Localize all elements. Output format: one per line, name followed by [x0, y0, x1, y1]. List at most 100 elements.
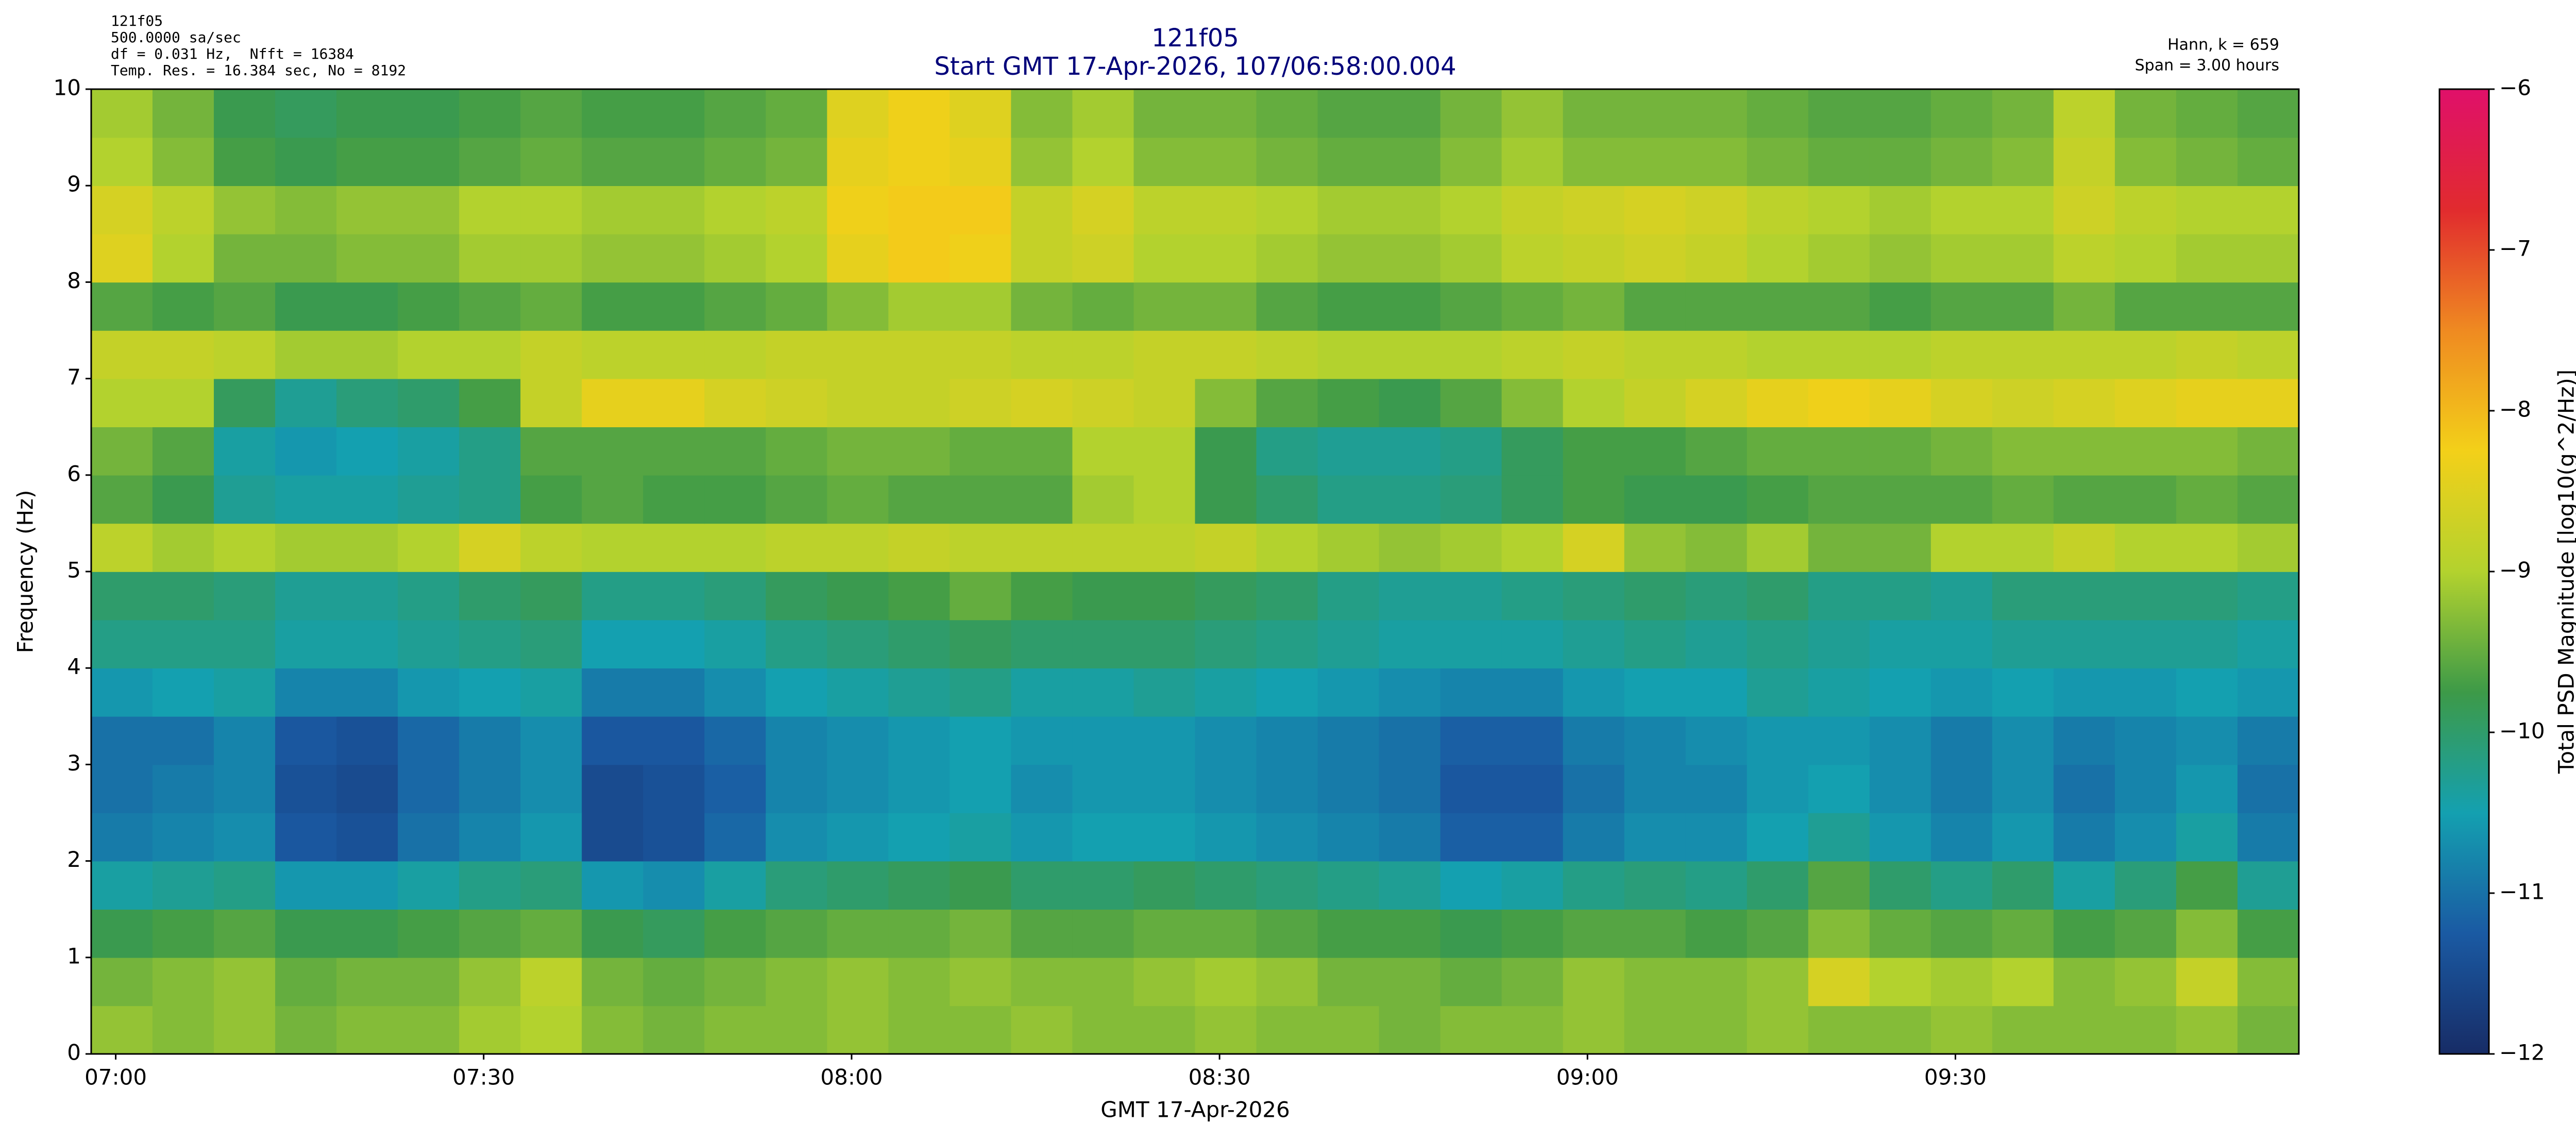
heatmap-cell [398, 378, 460, 427]
heatmap-cell [1563, 475, 1625, 524]
heatmap-cell [2114, 668, 2177, 717]
heatmap-cell [1869, 330, 1931, 379]
heatmap-cell [1440, 137, 1502, 186]
heatmap-cell [520, 89, 583, 138]
heatmap-cell [1133, 186, 1196, 234]
heatmap-cell [888, 668, 951, 717]
chart-title: 121f05 [1151, 24, 1239, 53]
heatmap-cell [91, 523, 153, 572]
heatmap-cell [1011, 330, 1073, 379]
heatmap-cell [214, 186, 276, 234]
heatmap-cell [1624, 716, 1686, 765]
heatmap-cell [1440, 1005, 1502, 1054]
heatmap-cell [275, 378, 337, 427]
heatmap-cell [2237, 572, 2299, 621]
heatmap-cell [766, 716, 828, 765]
heatmap-cell [1195, 137, 1257, 186]
heatmap-cell [1440, 427, 1502, 476]
heatmap-cell [888, 475, 951, 524]
heatmap-cell [1440, 523, 1502, 572]
heatmap-cell [1256, 282, 1318, 331]
heatmap-cell [1747, 957, 1809, 1007]
heatmap-cell [1563, 764, 1625, 813]
heatmap-cell [152, 378, 214, 427]
heatmap-cell [152, 89, 214, 138]
heatmap-cell [1808, 378, 1870, 427]
heatmap-cell [1195, 957, 1257, 1007]
heatmap-cell [91, 427, 153, 476]
heatmap-cell [152, 330, 214, 379]
heatmap-cell [827, 909, 889, 958]
heatmap-cell [1869, 523, 1931, 572]
info-text: Hann, k = 659 [2167, 36, 2279, 54]
heatmap-cell [91, 330, 153, 379]
heatmap-cell [1317, 523, 1380, 572]
heatmap-cell [827, 137, 889, 186]
heatmap-cell [950, 1005, 1012, 1054]
heatmap-cell [888, 137, 951, 186]
heatmap-cell [1808, 619, 1870, 668]
heatmap-cell [1685, 233, 1748, 283]
heatmap-cell [827, 523, 889, 572]
heatmap-cell [1256, 137, 1318, 186]
heatmap-cell [827, 716, 889, 765]
heatmap-cell [888, 330, 951, 379]
heatmap-cell [152, 764, 214, 813]
heatmap-cell [1133, 957, 1196, 1007]
heatmap-cell [827, 378, 889, 427]
y-tick-label: 2 [67, 847, 81, 872]
heatmap-cell [2114, 523, 2177, 572]
heatmap-cell [643, 282, 705, 331]
heatmap-cell [1379, 427, 1441, 476]
heatmap-cell [398, 330, 460, 379]
heatmap-cell [704, 186, 767, 234]
heatmap-cell [459, 233, 521, 283]
colorbar-label: Total PSD Magnitude [log10(g^2/Hz)] [2554, 370, 2576, 774]
heatmap-cell [1072, 813, 1134, 862]
heatmap-cell [1808, 813, 1870, 862]
heatmap-cell [1808, 572, 1870, 621]
heatmap-cell [214, 861, 276, 910]
heatmap-cell [643, 233, 705, 283]
heatmap-cell [766, 233, 828, 283]
heatmap-cell [214, 1005, 276, 1054]
heatmap-cell [582, 1005, 644, 1054]
heatmap-cell [1195, 764, 1257, 813]
heatmap-cell [950, 572, 1012, 621]
heatmap-cell [520, 282, 583, 331]
heatmap-cell [91, 716, 153, 765]
heatmap-cell [1440, 619, 1502, 668]
heatmap-cell [643, 716, 705, 765]
heatmap-cell [1624, 957, 1686, 1007]
heatmap-cell [1930, 764, 1993, 813]
heatmap-cell [1133, 572, 1196, 621]
heatmap-cell [1317, 909, 1380, 958]
heatmap-cell [1869, 137, 1931, 186]
heatmap-cell [1747, 282, 1809, 331]
heatmap-cell [91, 957, 153, 1007]
heatmap-cell [2114, 764, 2177, 813]
heatmap-cell [1563, 137, 1625, 186]
heatmap-cell [2114, 619, 2177, 668]
heatmap-cell [1747, 619, 1809, 668]
heatmap-cell [1317, 813, 1380, 862]
heatmap-cell [1747, 378, 1809, 427]
heatmap-cell [950, 957, 1012, 1007]
heatmap-cell [1011, 89, 1073, 138]
heatmap-cell [275, 668, 337, 717]
heatmap-cell [1685, 861, 1748, 910]
heatmap-cell [1440, 764, 1502, 813]
heatmap-cell [152, 186, 214, 234]
heatmap-cell [152, 668, 214, 717]
heatmap-cell [1930, 427, 1993, 476]
heatmap-cell [275, 330, 337, 379]
heatmap-cell [704, 909, 767, 958]
heatmap-cell [1317, 764, 1380, 813]
heatmap-cell [888, 716, 951, 765]
heatmap-cell [214, 89, 276, 138]
heatmap-cell [336, 619, 398, 668]
heatmap-cell [91, 909, 153, 958]
heatmap-cell [582, 957, 644, 1007]
heatmap-cell [91, 186, 153, 234]
info-text: Temp. Res. = 16.384 sec, No = 8192 [111, 62, 406, 79]
